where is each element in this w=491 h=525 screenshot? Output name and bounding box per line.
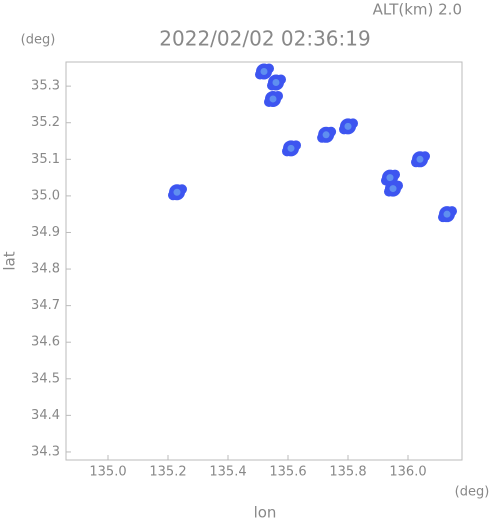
echo-cell (384, 180, 403, 197)
echo-core (344, 122, 352, 130)
plot-frame (65, 61, 463, 461)
x-axis-label: lon (254, 504, 277, 522)
echo-core (322, 131, 330, 139)
y-axis-label: lat (1, 251, 19, 270)
echo-core (173, 188, 181, 196)
y-tick-label: 35.1 (31, 152, 60, 167)
echo-core (443, 210, 451, 218)
y-tick-label: 34.8 (31, 262, 60, 277)
x-tick-label: 136.0 (389, 465, 426, 480)
echo-cell (317, 126, 337, 143)
echo-cell (411, 151, 430, 168)
echo-cell (168, 184, 187, 201)
echo-core (386, 174, 394, 182)
y-tick-label: 34.5 (31, 371, 60, 386)
echo-core (416, 155, 424, 163)
echo-core (269, 95, 277, 103)
x-unit: (deg) (455, 485, 490, 500)
echo-core (389, 185, 397, 193)
echo-cell (267, 74, 286, 91)
echo-cell (339, 118, 358, 135)
echo-cell (264, 90, 283, 107)
x-tick-label: 135.6 (269, 465, 306, 480)
x-tick-label: 135.4 (209, 465, 246, 480)
echo-core (287, 144, 295, 152)
echo-core (260, 68, 268, 76)
echo-cell (255, 63, 274, 80)
y-tick-label: 35.0 (31, 188, 60, 203)
y-tick-label: 35.2 (31, 115, 60, 130)
y-tick-label: 34.4 (31, 408, 60, 423)
y-tick-label: 34.3 (31, 444, 60, 459)
y-tick-label: 34.9 (31, 225, 60, 240)
x-tick-label: 135.0 (89, 465, 126, 480)
y-tick-label: 34.7 (31, 298, 60, 313)
x-tick-label: 135.8 (329, 465, 366, 480)
chart-title: 2022/02/02 02:36:19 (159, 27, 370, 51)
echo-cell (282, 140, 301, 157)
y-unit: (deg) (21, 33, 56, 48)
altitude-header: ALT(km) 2.0 (373, 1, 462, 19)
y-tick-label: 34.6 (31, 335, 60, 350)
echo-cell (438, 206, 457, 223)
echo-core (272, 78, 280, 86)
y-tick-label: 35.3 (31, 79, 60, 94)
x-tick-label: 135.2 (149, 465, 186, 480)
